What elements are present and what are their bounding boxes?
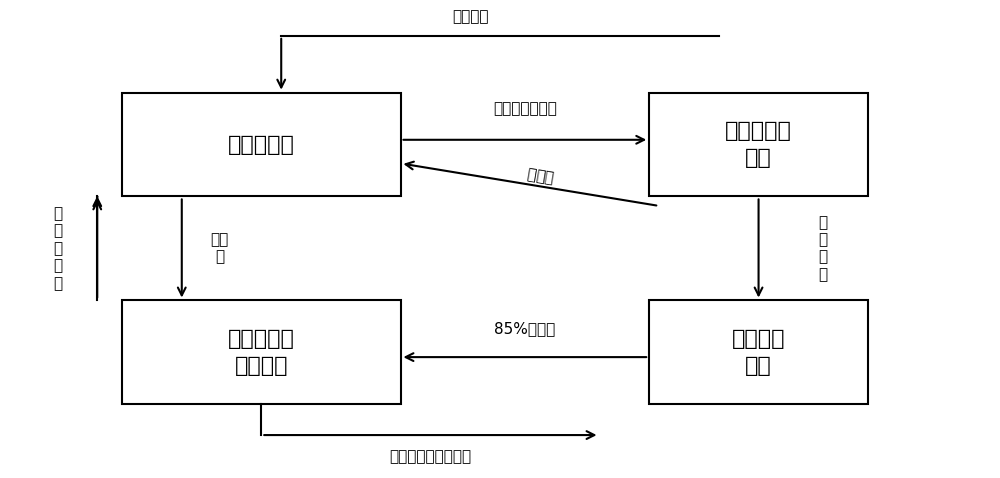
Text: 甲缩醛装置: 甲缩醛装置 xyxy=(228,134,295,154)
Text: 稀甲醛: 稀甲醛 xyxy=(525,165,555,185)
Text: 高
浓
甲
缩
醛: 高 浓 甲 缩 醛 xyxy=(53,206,62,291)
Text: 85%浓甲醛: 85%浓甲醛 xyxy=(494,321,555,336)
Text: 普通浓度甲缩醛: 普通浓度甲缩醛 xyxy=(493,101,557,116)
Text: 高
浓
甲
醛: 高 浓 甲 醛 xyxy=(819,215,828,282)
Text: 聚甲氧基二甲醚产品: 聚甲氧基二甲醚产品 xyxy=(389,449,471,464)
Text: 甲醛浓缩
装置: 甲醛浓缩 装置 xyxy=(732,329,785,376)
Text: 铁钼法甲醛
装置: 铁钼法甲醛 装置 xyxy=(725,121,792,168)
Bar xyxy=(649,93,868,196)
Bar xyxy=(122,300,401,404)
Bar xyxy=(649,300,868,404)
Text: 聚甲氧基二
甲醚装置: 聚甲氧基二 甲醚装置 xyxy=(228,329,295,376)
Text: 稀甲
醛: 稀甲 醛 xyxy=(210,232,229,265)
Bar xyxy=(122,93,401,196)
Text: 原料甲醇: 原料甲醇 xyxy=(452,9,488,24)
